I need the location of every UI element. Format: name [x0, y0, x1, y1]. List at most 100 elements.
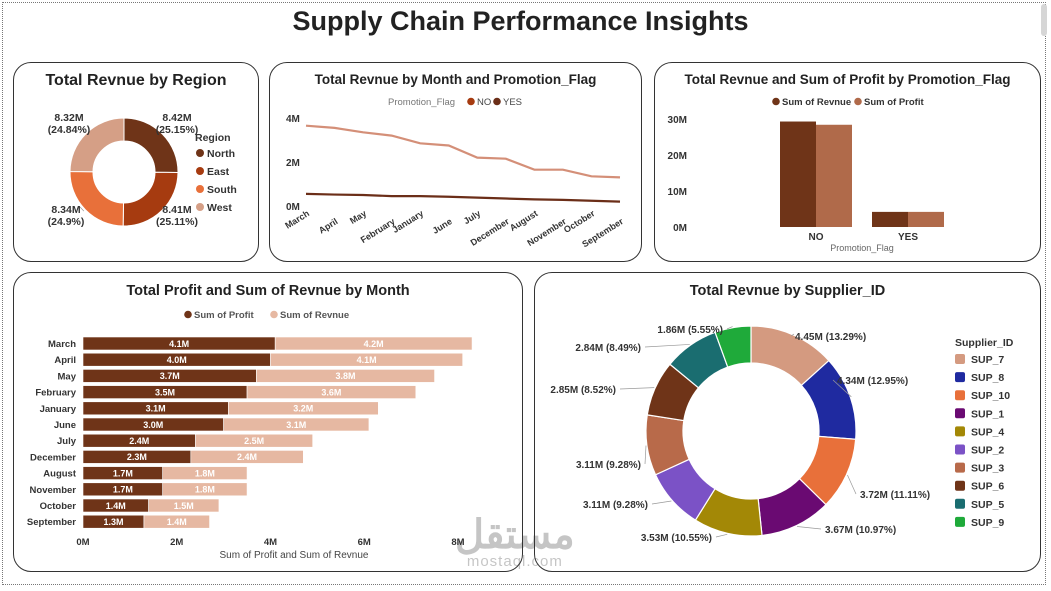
donut-slice	[69, 117, 125, 173]
legend-marker	[955, 480, 965, 491]
legend-marker	[196, 149, 204, 157]
bar	[256, 369, 435, 383]
series-line	[305, 192, 621, 203]
data-label: 3.0M	[143, 420, 163, 430]
leader-line	[797, 526, 822, 530]
page-title: Supply Chain Performance Insights	[292, 6, 749, 36]
y-tick-label: September	[27, 517, 76, 528]
data-label: 3.1M	[146, 404, 166, 414]
data-label: 2.84M (8.49%)	[575, 343, 641, 354]
data-label: 2.85M (8.52%)	[550, 385, 616, 396]
y-tick-label: February	[35, 388, 76, 399]
x-axis-label: Promotion_Flag	[830, 243, 894, 253]
data-label: 4.1M	[357, 355, 377, 365]
bar	[908, 211, 944, 227]
x-tick-label: July	[462, 208, 483, 226]
x-tick-label: 8M	[451, 537, 464, 548]
legend-label: SUP_3	[971, 463, 1004, 475]
legend-marker	[955, 516, 965, 527]
legend-marker	[196, 167, 204, 175]
data-label: 2.4M	[129, 436, 149, 446]
legend-marker	[955, 498, 965, 509]
card-month-promo: Total Revnue by Month and Promotion_Flag…	[269, 62, 642, 262]
legend-marker	[955, 408, 965, 419]
leader-line	[651, 500, 672, 505]
data-label: 1.8M	[195, 485, 215, 495]
leader-line	[790, 333, 795, 337]
legend-label: SUP_5	[971, 499, 1004, 511]
y-tick-label: January	[40, 404, 77, 415]
legend-label: South	[207, 184, 237, 196]
y-tick-label: 0M	[286, 202, 300, 213]
data-label: 4.34M (12.95%)	[837, 376, 908, 387]
bar	[274, 336, 473, 351]
x-tick-label: 0M	[76, 537, 89, 548]
x-tick-label: October	[562, 208, 597, 235]
data-label: (24.9%)	[48, 216, 85, 228]
data-label: 4.45M (13.29%)	[795, 332, 866, 343]
leader-line	[619, 387, 655, 390]
y-tick-label: 2M	[286, 158, 300, 169]
scrollbar[interactable]	[1041, 4, 1047, 36]
data-label: 2.3M	[127, 452, 147, 462]
data-label: 3.1M	[286, 420, 306, 430]
x-tick-label: January	[391, 208, 426, 235]
data-label: 1.7M	[113, 468, 133, 478]
data-label: 1.8M	[195, 468, 215, 478]
legend-label: North	[207, 148, 235, 160]
data-label: 4.2M	[364, 339, 384, 349]
data-label: (25.15%)	[156, 124, 199, 136]
chart-title: Total Profit and Sum of Revnue by Month	[126, 283, 410, 299]
legend-label: SUP_7	[971, 354, 1004, 366]
promo-bar-chart: Sum of Revnue Sum of Profit 0M 10M 20M 30M NO Y…	[668, 97, 944, 253]
bar	[195, 433, 313, 448]
month-hbar-chart: Sum of Profit Sum of Revnue March 4.1M 4.2M A…	[27, 310, 473, 561]
data-label: 8.41M	[162, 204, 191, 216]
card-promo-bar: Total Revnue and Sum of Profit by Promot…	[654, 62, 1041, 262]
x-tick-label: 2M	[170, 537, 183, 548]
x-tick-label: February	[359, 216, 397, 245]
legend-label: East	[207, 166, 230, 178]
chart-title: Total Revnue by Month and Promotion_Flag	[314, 72, 597, 87]
data-label: 3.72M (11.11%)	[860, 490, 930, 501]
legend-marker	[955, 372, 965, 383]
legend-label: SUP_1	[971, 408, 1004, 420]
data-label: 8.32M	[54, 112, 83, 124]
bar	[162, 482, 248, 497]
data-label: (25.11%)	[156, 216, 198, 228]
legend-label: SUP_10	[971, 390, 1010, 402]
bar	[190, 450, 304, 464]
legend-marker	[270, 310, 278, 319]
region-donut-chart: 8.42M(25.15%) 8.41M(25.11%) 8.34M(24.9%) 8.…	[48, 112, 237, 228]
legend-label: West	[207, 202, 232, 214]
donut-slice	[714, 325, 752, 368]
legend-marker	[955, 444, 965, 455]
data-label: 1.3M	[103, 517, 123, 527]
data-label: 3.6M	[321, 387, 341, 397]
legend-title: Supplier_ID	[955, 337, 1014, 349]
leader-line	[715, 533, 728, 538]
legend-marker	[955, 354, 965, 364]
x-tick-label: May	[348, 208, 368, 226]
leader-line	[832, 379, 852, 398]
legend-label: NO	[477, 97, 491, 108]
legend-label: SUP_6	[971, 481, 1004, 493]
legend-marker	[493, 97, 501, 106]
data-label: 3.5M	[155, 387, 175, 397]
data-label: 4.0M	[167, 355, 187, 365]
y-tick-label: March	[48, 339, 76, 350]
data-label: 1.7M	[113, 485, 133, 495]
data-label: 1.86M (5.55%)	[657, 325, 723, 336]
legend-label: Sum of Profit	[194, 310, 254, 321]
bar	[872, 211, 908, 227]
chart-title: Total Revnue and Sum of Profit by Promot…	[684, 72, 1011, 87]
data-label: 2.4M	[237, 452, 257, 462]
legend-marker	[955, 426, 965, 437]
legend-title: Promotion_Flag	[388, 97, 455, 108]
data-label: 1.5M	[174, 501, 194, 511]
bar	[270, 352, 463, 367]
data-label: 4.1M	[169, 339, 189, 349]
y-tick-label: 30M	[668, 115, 687, 126]
y-tick-label: July	[57, 436, 77, 447]
